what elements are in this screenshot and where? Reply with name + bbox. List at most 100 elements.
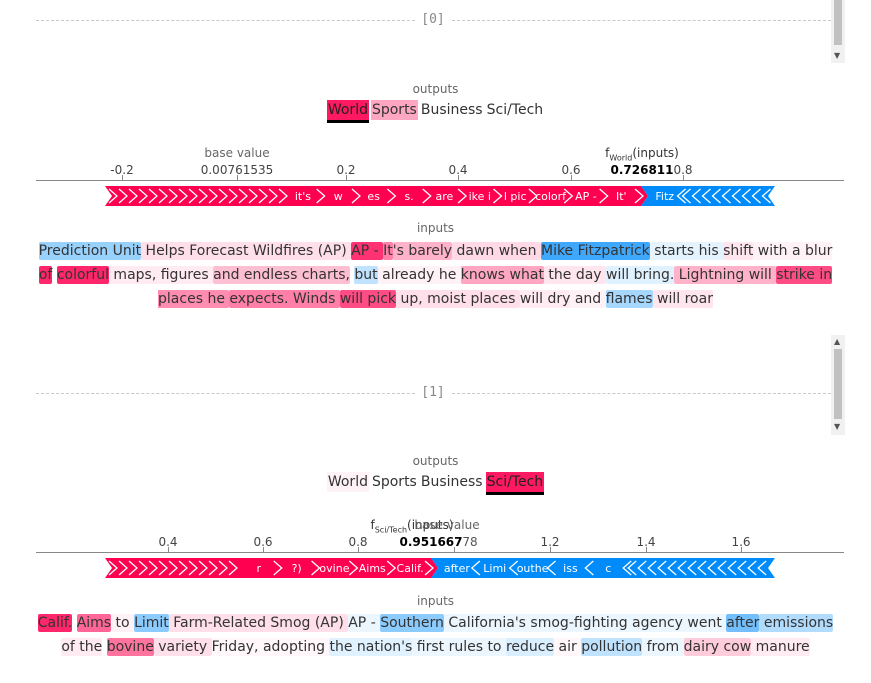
chevron-left-icon <box>737 560 747 576</box>
force-positive-segment[interactable] <box>105 558 438 578</box>
input-token[interactable]: up, moist places <box>396 290 520 308</box>
scrollbar-thumb[interactable] <box>834 349 842 419</box>
input-token[interactable]: to <box>111 614 135 632</box>
scroll-down-icon[interactable]: ▼ <box>834 51 841 60</box>
input-token[interactable]: with a blur <box>753 242 833 260</box>
input-token[interactable]: bovine <box>106 638 154 656</box>
axis-tick-label: 0.6 <box>253 535 273 549</box>
chevron-right-icon <box>238 188 248 204</box>
chevron-right-icon <box>634 188 644 204</box>
input-token[interactable]: knows what <box>460 266 544 284</box>
scroll-down-icon[interactable]: ▼ <box>834 422 841 431</box>
chevron-right-icon <box>386 188 397 204</box>
input-token[interactable]: after <box>726 614 760 632</box>
input-token[interactable]: but <box>354 266 378 284</box>
input-token[interactable]: Lightning will <box>674 266 777 284</box>
input-token[interactable]: 's barely <box>392 242 453 260</box>
chevron-left-icon <box>627 560 637 576</box>
scrollbar-thumb[interactable] <box>834 0 842 45</box>
output-class-sci-tech[interactable]: Sci/Tech <box>486 102 544 118</box>
scrollbar[interactable]: ▲ ▼ <box>831 335 845 435</box>
input-text: Prediction Unit Helps Forecast Wildfires… <box>30 239 841 311</box>
input-token[interactable]: will dry <box>519 290 571 308</box>
base-value-label: base value <box>204 146 270 160</box>
input-token[interactable]: and <box>570 290 606 308</box>
input-token[interactable]: from <box>642 638 684 656</box>
input-token[interactable]: Calif. <box>37 614 73 632</box>
axis-tick <box>741 547 742 552</box>
chevron-left-icon <box>747 560 757 576</box>
force-negative-segment[interactable] <box>431 558 775 578</box>
chevron-right-icon <box>457 188 468 204</box>
scrollbar[interactable]: ▼ <box>831 0 845 63</box>
output-class-business[interactable]: Business <box>420 102 483 118</box>
chevron-right-icon <box>138 560 148 576</box>
instance-index-label: [1] <box>415 385 451 400</box>
input-token[interactable]: first rules to <box>412 638 506 656</box>
output-class-sports[interactable]: Sports <box>371 474 417 490</box>
input-token[interactable]: shift <box>723 242 754 260</box>
input-token[interactable]: of the <box>61 638 103 656</box>
input-token[interactable]: places he <box>158 290 230 308</box>
force-feature-label: ike i <box>469 190 491 203</box>
input-token[interactable]: Mike Fitzpatrick <box>540 242 650 260</box>
input-token[interactable]: and endless charts, <box>213 266 350 284</box>
force-plot[interactable]: it's w es s. are ike i l pic colorf AP - It' Fitz <box>100 185 790 207</box>
input-token[interactable]: California's smog-fighting agency went <box>443 614 727 632</box>
scroll-up-icon[interactable]: ▲ <box>834 337 841 346</box>
input-token[interactable]: pollution <box>581 638 643 656</box>
input-token[interactable]: will bring. <box>606 266 675 284</box>
input-token[interactable]: Farm-Related Smog (AP) <box>168 614 349 632</box>
input-token[interactable]: Southern <box>380 614 444 632</box>
input-token[interactable]: manure <box>751 638 810 656</box>
chevron-left-icon <box>731 188 741 204</box>
input-token[interactable]: AP - <box>348 614 381 632</box>
input-token[interactable]: of <box>38 266 53 284</box>
force-feature-label: are <box>436 190 454 203</box>
input-token[interactable]: air <box>554 639 582 655</box>
force-feature-label: Aims <box>359 562 386 575</box>
chevron-right-icon <box>268 188 278 204</box>
outputs-title: outputs <box>412 82 459 96</box>
input-token[interactable]: strike in <box>776 266 833 284</box>
force-feature-label: after <box>444 562 471 575</box>
input-token[interactable]: maps, figures <box>108 266 214 284</box>
input-token[interactable]: Helps Forecast Wildfires (AP) <box>141 242 352 260</box>
force-negative-segment[interactable] <box>641 186 775 206</box>
input-token[interactable]: reduce <box>505 638 555 656</box>
input-token[interactable]: flames <box>605 290 653 308</box>
chevron-right-icon <box>148 188 158 204</box>
output-class-business[interactable]: Business <box>420 474 483 490</box>
chevron-left-icon <box>681 188 691 204</box>
chevron-right-icon <box>108 188 118 204</box>
chevron-left-icon <box>667 560 677 576</box>
input-token[interactable]: It <box>383 242 393 260</box>
chevron-left-icon <box>546 560 556 576</box>
output-function-label: fWorld(inputs) <box>605 146 679 163</box>
output-class-sci-tech[interactable]: Sci/Tech <box>485 472 545 495</box>
input-token[interactable]: Aims <box>76 614 112 632</box>
chevron-left-icon <box>677 560 687 576</box>
output-class-world[interactable]: World <box>326 100 369 123</box>
input-token[interactable]: already he <box>377 266 461 284</box>
input-token[interactable]: Friday, adopting <box>211 639 330 655</box>
input-token[interactable]: colorful <box>56 266 109 284</box>
output-class-world[interactable]: World <box>326 472 369 492</box>
input-token[interactable]: emissions <box>759 614 834 632</box>
input-token[interactable]: will roar <box>652 290 713 308</box>
input-token[interactable]: AP - <box>351 242 384 260</box>
output-class-sports[interactable]: Sports <box>370 100 418 120</box>
input-token[interactable]: Prediction Unit <box>38 242 142 260</box>
input-token[interactable]: expects. Winds <box>229 290 340 308</box>
input-token[interactable]: starts his <box>649 242 724 260</box>
input-token[interactable]: the day <box>543 266 607 284</box>
chevron-right-icon <box>424 560 434 576</box>
chevron-left-icon <box>508 560 519 576</box>
input-token[interactable]: variety <box>153 638 212 656</box>
force-plot[interactable]: r?) ovine Aims Calif. after Limi outhe iss c <box>100 557 790 579</box>
input-token[interactable]: Limit <box>134 614 169 632</box>
input-token[interactable]: dairy cow <box>683 638 752 656</box>
input-token[interactable]: will pick <box>339 290 397 308</box>
input-token[interactable]: dawn when <box>452 242 541 260</box>
input-token[interactable]: the nation's <box>329 638 413 656</box>
